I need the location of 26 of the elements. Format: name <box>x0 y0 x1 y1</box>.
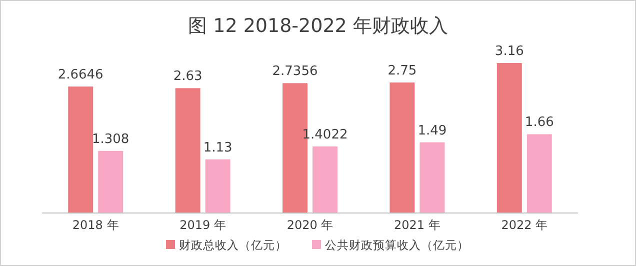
legend-label: 公共财政预算收入（亿元） <box>325 238 469 252</box>
chart-title: 图 12 2018-2022 年财政收入 <box>188 15 448 37</box>
data-label: 2.75 <box>388 63 417 78</box>
x-tick-label: 2018 年 <box>72 218 119 232</box>
bar <box>68 86 94 213</box>
data-label: 2.7356 <box>272 64 318 80</box>
x-tick-label: 2019 年 <box>180 218 226 232</box>
data-label: 3.16 <box>494 44 524 59</box>
bar <box>98 150 124 213</box>
data-label: 1.49 <box>418 123 447 138</box>
legend-label: 财政总收入（亿元） <box>179 238 287 252</box>
data-label: 1.13 <box>203 140 232 156</box>
bar <box>390 82 415 213</box>
bar <box>205 159 230 213</box>
bar <box>175 88 200 213</box>
data-label: 1.66 <box>524 115 554 130</box>
x-tick-label: 2020 年 <box>286 218 334 232</box>
x-tick-label: 2022 年 <box>501 218 548 232</box>
bar <box>496 63 522 213</box>
data-label: 1.308 <box>92 132 130 147</box>
bar <box>312 146 338 213</box>
bar <box>526 134 552 213</box>
bar <box>420 142 445 213</box>
data-label: 2.63 <box>173 69 202 84</box>
x-tick-label: 2021 年 <box>394 218 440 232</box>
data-label: 2.6646 <box>58 68 104 83</box>
